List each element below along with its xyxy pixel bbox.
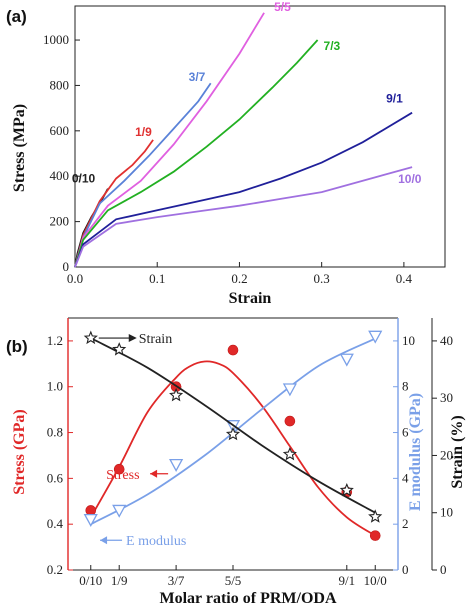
panel-b-modulus-point (83, 513, 98, 527)
panel-b-modulus-point (169, 458, 184, 472)
panel-b-left-ytick-label: 1.2 (47, 333, 63, 348)
panel-a-series-line (74, 139, 154, 268)
panel-b-right1-ytick-label: 4 (402, 470, 409, 485)
panel-b-label: (b) (6, 337, 28, 356)
panel-b-right-ylabel-1: E modulus (GPa) (407, 393, 424, 511)
panel-a-xtick-label: 0.2 (231, 271, 247, 286)
panel-b-right1-ytick-label: 8 (402, 379, 409, 394)
panel-b-stress-point (227, 344, 239, 356)
panel-a-ytick-label: 800 (50, 77, 70, 92)
panel-b-xtick-label: 0/10 (79, 573, 102, 588)
panel-b-strain-annotation: Strain (139, 332, 172, 347)
panel-a-ytick-label: 0 (63, 259, 70, 274)
panel-a-label: (a) (6, 7, 27, 26)
panel-b-xtick-label: 9/1 (338, 573, 355, 588)
panel-a-ytick-label: 600 (50, 123, 70, 138)
panel-b-strain-point (282, 446, 297, 461)
panel-b-stress-point (85, 505, 97, 516)
panel-b-strain-point (225, 426, 241, 441)
panel-b-modulus-point (339, 353, 354, 367)
panel-a-series-label: 9/1 (386, 92, 403, 106)
panel-b-right2-ytick-label: 10 (440, 505, 453, 520)
panel-a-series-line (74, 12, 265, 268)
panel-b-strain-point (339, 482, 354, 497)
panel-a-ytick-label: 1000 (43, 32, 69, 47)
panel-a-xlabel: Strain (229, 290, 272, 307)
panel-a-series-line (74, 166, 413, 268)
panel-a-xtick-label: 0.4 (396, 271, 413, 286)
panel-b-stress-point (369, 530, 381, 541)
panel-b-modulus-annotation: E modulus (126, 534, 186, 549)
panel-b-right-ylabel-2: Strain (%) (449, 415, 466, 488)
panel-b-plot: 0/10 1/9 3/7 5/5 9/1 10/0 0.2 0.4 0.6 0.8 1.0 1.2 0 2… (47, 317, 453, 588)
panel-b-right2-ytick-label: 30 (440, 390, 453, 405)
panel-a-xtick-label: 0.1 (149, 271, 165, 286)
panel-a-series-label: 10/0 (398, 172, 422, 186)
panel-a-series-label: 7/3 (324, 39, 341, 53)
panel-b: (b) 0/10 1/9 3/7 5/5 9/1 10/0 0.2 0.4 0.6 0.8 1.0 1… (6, 317, 466, 607)
panel-b-strain-point (169, 387, 184, 402)
panel-b-left-ytick-label: 0.6 (47, 470, 64, 485)
panel-b-right2-ytick-label: 20 (440, 447, 453, 462)
panel-a-ytick-label: 400 (50, 168, 70, 183)
panel-a-series-line (74, 82, 212, 268)
panel-b-left-ytick-label: 0.8 (47, 425, 63, 440)
panel-b-strain-point (83, 330, 98, 345)
panel-b-right1-ytick-label: 6 (402, 425, 409, 440)
panel-b-stress-point (284, 415, 296, 427)
panel-b-right1-ytick-label: 2 (402, 516, 409, 531)
panel-b-left-ytick-label: 0.4 (47, 516, 64, 531)
panel-a-plot: 0.0 0.1 0.2 0.3 0.4 0 200 400 600 800 1000 0/10 1/9 3… (43, 0, 446, 286)
panel-b-right1-ytick-label: 10 (402, 333, 415, 348)
panel-b-left-ytick-label: 0.2 (47, 562, 63, 577)
panel-b-modulus-point (282, 383, 297, 397)
panel-a-xtick-label: 0.3 (314, 271, 330, 286)
panel-b-right2-ytick-label: 0 (440, 562, 447, 577)
panel-b-strain-point (368, 509, 383, 523)
panel-b-strain-point (112, 342, 127, 356)
panel-b-left-ytick-label: 1.0 (47, 379, 63, 394)
panel-b-stress-point (113, 463, 125, 475)
panel-b-xtick-label: 10/0 (364, 573, 387, 588)
panel-b-modulus-point (368, 330, 383, 344)
panel-b-xtick-label: 5/5 (225, 573, 242, 588)
panel-b-stress-arrowhead (150, 469, 158, 478)
panel-b-modulus-arrowhead (100, 536, 108, 545)
panel-b-right1-ytick-label: 0 (402, 562, 409, 577)
panel-b-fit-curve (90, 337, 376, 514)
panel-a-series-label: 0/10 (72, 172, 96, 186)
panel-a-series-label: 1/9 (135, 125, 152, 139)
panel-b-fit-curve (90, 360, 376, 537)
panel-b-modulus-point (112, 504, 127, 518)
panel-a-series-label: 5/5 (274, 0, 291, 14)
panel-b-xlabel: Molar ratio of PRM/ODA (160, 590, 337, 607)
panel-a-series-line (74, 39, 319, 268)
panel-b-right2-ytick-label: 40 (440, 333, 453, 348)
panel-a-series-line (74, 111, 413, 268)
panel-b-xtick-label: 3/7 (168, 573, 185, 588)
panel-b-stress-annotation: Stress (106, 468, 139, 483)
panel-b-xtick-label: 1/9 (111, 573, 128, 588)
panel-a-ylabel: Stress (MPa) (11, 104, 28, 192)
panel-a-series-label: 3/7 (189, 70, 206, 84)
panel-a: (a) 0.0 0.1 0.2 0.3 0.4 0 200 400 600 800 1000 0/10… (6, 0, 446, 307)
panel-a-xtick-label: 0.0 (67, 271, 83, 286)
panel-a-frame (74, 5, 446, 268)
panel-b-left-ylabel: Stress (GPa) (11, 409, 28, 494)
panel-a-ytick-label: 200 (50, 214, 70, 229)
panel-b-strain-arrowhead (128, 334, 137, 343)
